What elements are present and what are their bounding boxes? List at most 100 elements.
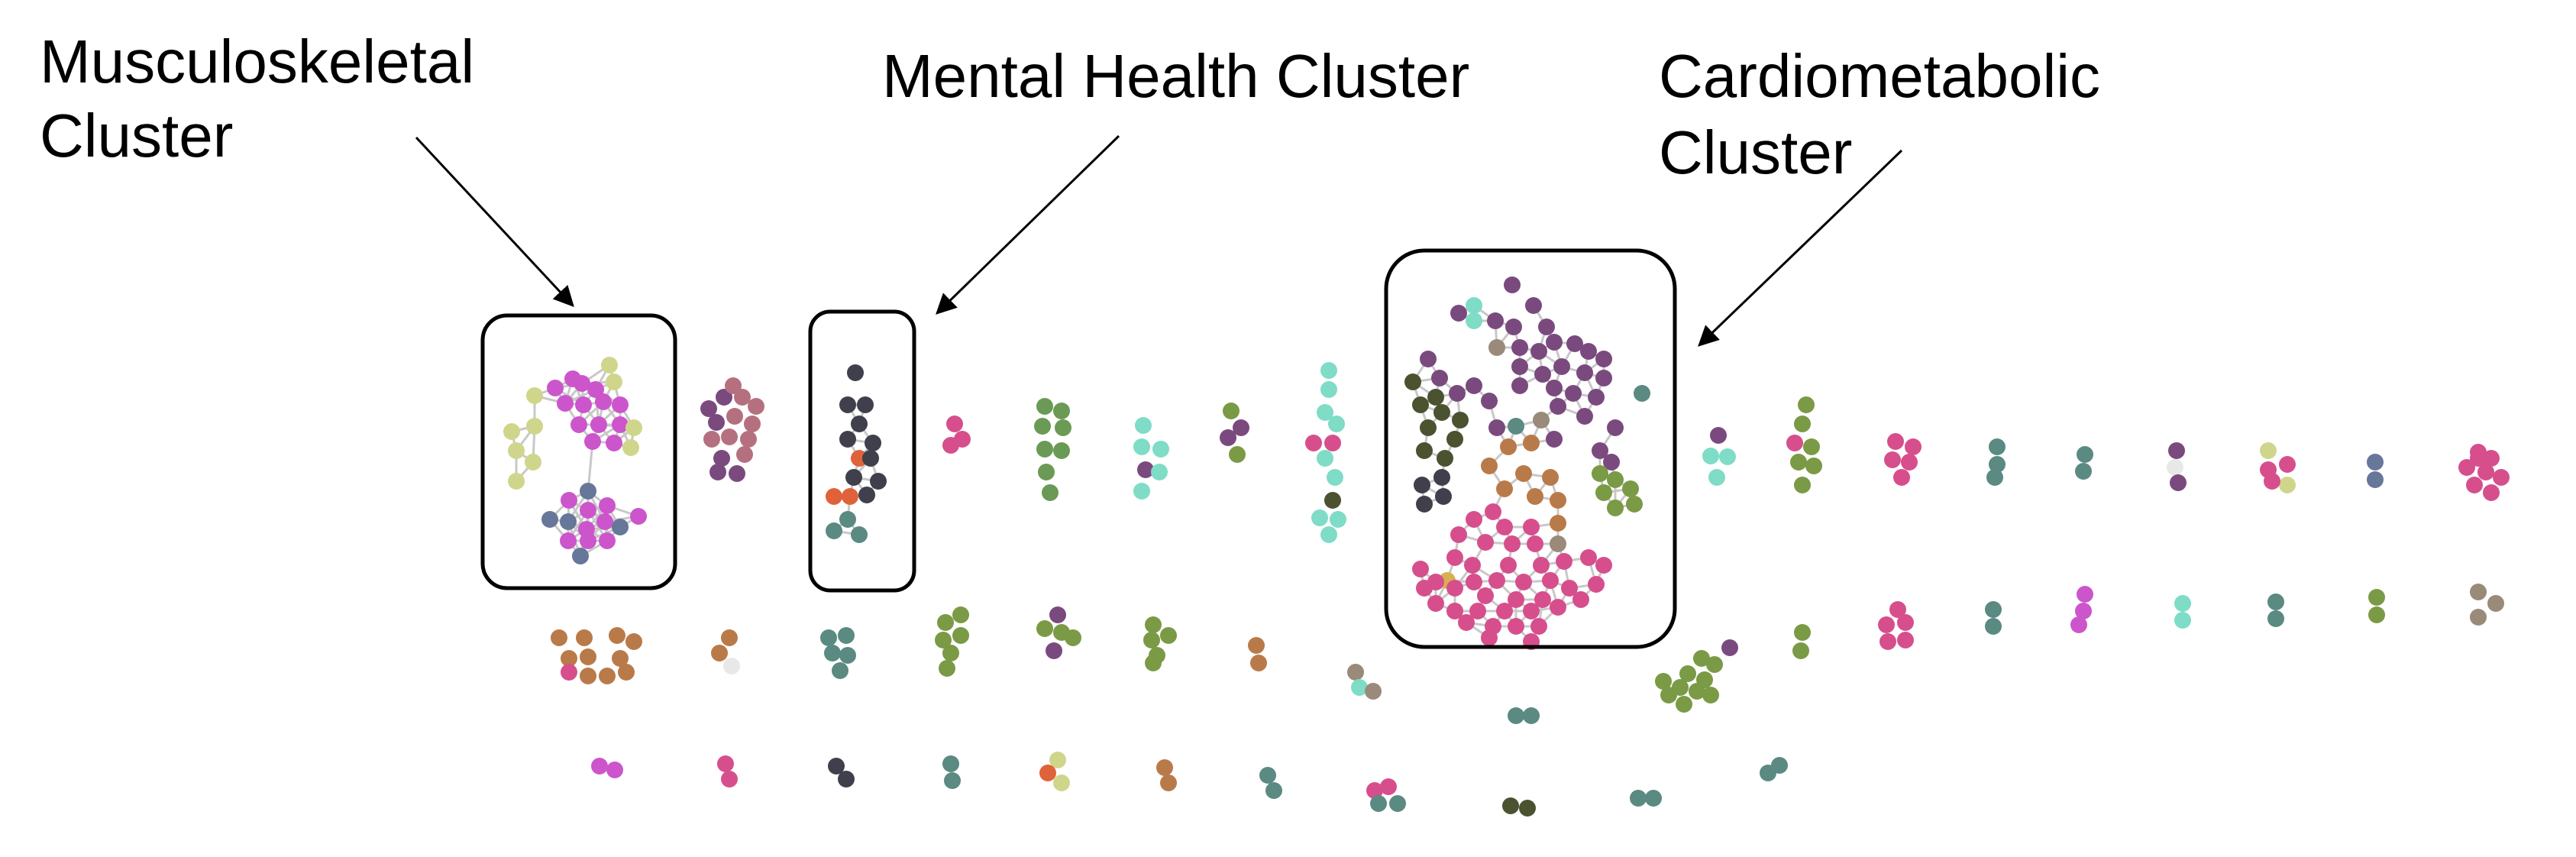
node-plum [1233,419,1249,436]
cardiometabolic-cluster-label-line2: Cluster [1659,118,1852,186]
node-plum [1511,358,1528,375]
node-yellow-green [606,374,622,390]
musculoskeletal-cluster-label-line2: Cluster [40,102,233,170]
node-magenta [574,375,590,392]
node-slate [580,483,596,500]
node-magenta [561,492,577,509]
node-olive-dark [1404,374,1421,390]
node-pink [1427,595,1444,612]
node-moss [939,660,955,677]
node-charcoal [862,450,879,467]
node-pink [1887,433,1904,450]
node-plum [1576,364,1593,381]
node-pink [2279,456,2296,473]
node-brown [609,627,625,644]
node-teal [1985,618,2002,635]
node-plum [1546,334,1563,351]
node-pink [717,755,734,772]
node-moss [1065,629,1081,646]
node-yellow-green [1049,752,1066,768]
node-pink [2493,469,2510,486]
node-aqua [1327,469,1343,486]
node-olive-dark [1446,431,1463,448]
node-brown [576,629,593,646]
mental-health-cluster-label: Mental Health Cluster [882,42,1469,110]
node-magenta [584,433,601,450]
node-teal [942,755,959,772]
node-plum [1220,429,1236,446]
node-pink [1496,519,1513,535]
musculoskeletal-arrow [415,136,574,307]
node-plum [700,400,717,417]
node-pink [1485,503,1501,520]
node-plum [1511,377,1528,394]
node-pink [1786,435,1803,451]
node-moss [1607,471,1624,488]
node-magenta [580,532,596,549]
node-plum [1449,385,1466,402]
node-plum [1525,297,1542,314]
node-slate [612,519,629,535]
node-teal [1523,707,1540,724]
node-aqua [1135,417,1152,434]
node-yellow-green [508,473,525,490]
node-brown [625,633,642,650]
node-teal [1259,767,1276,784]
node-plum [2168,442,2185,459]
node-rose [703,431,720,448]
node-charcoal [839,431,856,448]
node-pink [1879,633,1896,650]
node-moss [1607,500,1624,516]
node-pink [1464,557,1481,574]
node-pink [2483,484,2500,501]
node-olive-dark [1416,442,1433,459]
node-plum [713,450,730,467]
node-pink [1897,614,1914,631]
node-brown [599,668,616,684]
node-pink [2458,459,2475,476]
node-olive-dark [1452,412,1469,428]
node-pink [1488,572,1505,589]
node-taupe [1347,664,1364,681]
node-pink [1897,632,1914,648]
node-teal [839,511,856,528]
node-yellow-green [503,423,520,440]
node-plum [1588,389,1605,406]
node-pink [946,416,963,432]
node-aqua [1311,509,1328,526]
node-pink [1580,549,1597,566]
node-plum [1481,393,1498,409]
node-green [1036,441,1053,458]
node-teal [1986,469,2003,486]
node-taupe [2487,595,2504,612]
node-pink [1508,591,1524,608]
node-plum [1550,398,1566,415]
node-yellow-green [1053,775,1070,791]
node-pink [1530,618,1547,635]
node-teal [2267,593,2284,610]
node-teal [1634,385,1650,402]
node-pink [1533,557,1550,574]
node-moss [1803,438,1820,455]
node-taupe [1550,535,1566,552]
node-magenta [570,416,587,433]
node-aqua [1351,679,1368,696]
node-moss [1145,616,1162,633]
node-aqua [1466,312,1482,329]
node-green [1055,419,1071,436]
node-brown [561,650,577,667]
node-moss [1790,454,1807,471]
node-plum [1607,419,1624,436]
node-brown [612,650,629,667]
node-moss [1145,655,1162,671]
node-pink [1305,435,1322,451]
node-brown [1496,480,1513,497]
node-green [1053,403,1070,419]
node-charcoal [847,364,864,381]
node-magenta [599,532,616,549]
node-pink [1556,553,1572,570]
node-plum [716,389,732,406]
node-aqua [1466,297,1482,314]
node-pink [1889,601,1906,618]
node-pink [942,437,959,454]
